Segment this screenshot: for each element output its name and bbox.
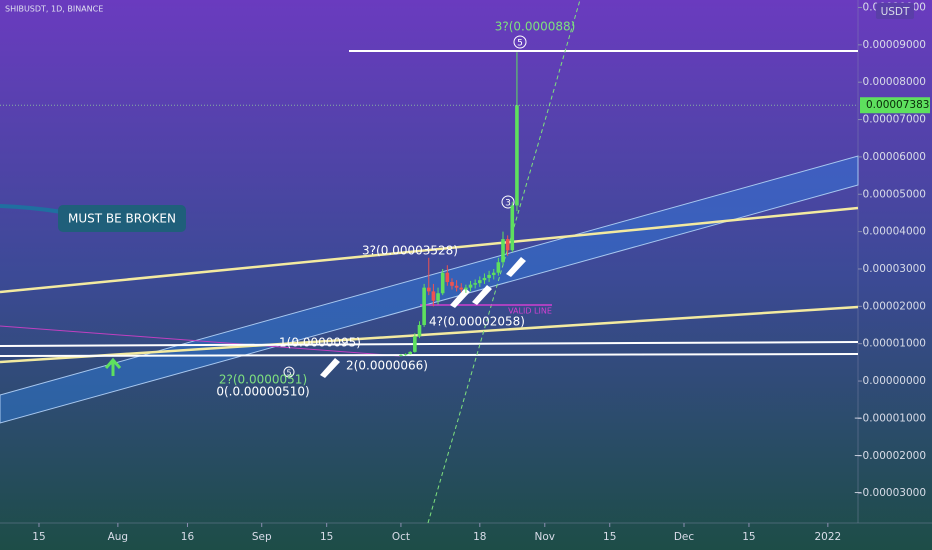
- x-tick-label: Dec: [674, 531, 695, 543]
- wave-circle: [513, 35, 527, 49]
- candle-body: [478, 280, 482, 284]
- rockets: [320, 257, 526, 378]
- y-tick-label: 0.00003000: [863, 263, 926, 275]
- candle-body: [417, 325, 422, 337]
- x-tick-label: Nov: [535, 531, 556, 543]
- support-line: [0, 353, 859, 357]
- x-tick-label: Oct: [392, 531, 410, 543]
- x-tick-label: 18: [473, 531, 486, 543]
- trend-line: [0, 305, 859, 364]
- trend-line: [0, 206, 859, 294]
- trend-line: [0, 325, 401, 357]
- up-arrow: [104, 357, 122, 376]
- candle-body: [515, 105, 519, 206]
- x-tick-label: Sep: [252, 531, 272, 543]
- candle-body: [426, 287, 431, 292]
- annotation: 2(0.0000066): [346, 359, 428, 373]
- annotation: 2?(0.0000051): [219, 373, 307, 387]
- x-tick-label: 15: [32, 531, 45, 543]
- candle-body: [505, 239, 510, 251]
- annotation: 5: [517, 39, 523, 49]
- label-box: [58, 205, 186, 232]
- candle-body: [473, 283, 477, 285]
- candle-body: [436, 293, 440, 301]
- candle-body: [413, 336, 417, 352]
- y-tick-label: 0.00000000: [863, 375, 926, 387]
- x-tick-label: 15: [742, 531, 755, 543]
- annotation: 3?(0.00003528): [362, 244, 458, 258]
- candle-body: [440, 272, 445, 294]
- candle-body: [468, 284, 473, 288]
- arrow-line: [0, 204, 63, 214]
- candle-body: [501, 239, 505, 263]
- candle-body: [454, 285, 459, 288]
- last-price-box: [860, 97, 930, 114]
- y-tick-label: 0.00007000: [863, 114, 926, 126]
- currency-label: USDT: [881, 6, 910, 18]
- last-price-label: 0.00007383: [866, 99, 929, 111]
- support-line: [0, 341, 859, 347]
- candle-body: [431, 291, 436, 301]
- candle-body: [496, 262, 501, 273]
- annotation: 5: [286, 369, 291, 378]
- annotation: VALID LINE: [508, 307, 552, 316]
- y-tick-label: 0.00002000: [863, 300, 926, 312]
- annotation: 0(.0.00000510): [216, 385, 309, 399]
- rocket: [506, 257, 526, 277]
- x-tick-label: Aug: [108, 531, 129, 543]
- candle-body: [491, 272, 496, 275]
- x-tick-label: 2022: [814, 531, 841, 543]
- rocket: [320, 358, 340, 378]
- y-tick-label: 0.00005000: [863, 188, 926, 200]
- candle-body: [399, 354, 403, 356]
- rocket: [472, 285, 492, 305]
- candle-body: [464, 287, 468, 290]
- wave-circle: [501, 195, 515, 209]
- y-tick-label: −0.00001000: [854, 412, 926, 424]
- candle-body: [510, 205, 515, 251]
- y-tick-label: 0.00009000: [863, 39, 926, 51]
- annotation: 4?(0.00002058): [429, 315, 525, 329]
- x-tick-label: 15: [320, 531, 333, 543]
- annotation: 3: [505, 199, 511, 209]
- currency-box: [876, 3, 914, 19]
- candle-body: [459, 287, 464, 290]
- y-tick-label: 0.00004000: [863, 226, 926, 238]
- candle-body: [422, 287, 426, 326]
- y-tick-label: 0.00001000: [863, 338, 926, 350]
- y-tick-label: 0.00008000: [863, 76, 926, 88]
- annotation: 3?(0.000088): [495, 20, 576, 34]
- x-tick-label: 16: [181, 531, 195, 543]
- candle-body: [487, 274, 491, 278]
- wave-circle: [283, 366, 295, 378]
- candle-body: [450, 282, 454, 286]
- symbol-label: SHIBUSDT, 1D, BINANCE: [5, 5, 103, 14]
- candle-body: [403, 354, 408, 356]
- rocket: [450, 288, 470, 308]
- candle-body: [482, 277, 487, 281]
- y-tick-label: −0.00002000: [854, 450, 926, 462]
- annotation: MUST BE BROKEN: [68, 212, 176, 226]
- candle-body: [445, 272, 450, 283]
- x-tick-label: 15: [603, 531, 616, 543]
- annotation: 1(0.0000095): [279, 336, 361, 350]
- candle-body: [408, 351, 413, 355]
- candles: [399, 52, 519, 357]
- y-tick-label: 0.00006000: [863, 151, 926, 163]
- y-tick-label: −0.00003000: [854, 487, 926, 499]
